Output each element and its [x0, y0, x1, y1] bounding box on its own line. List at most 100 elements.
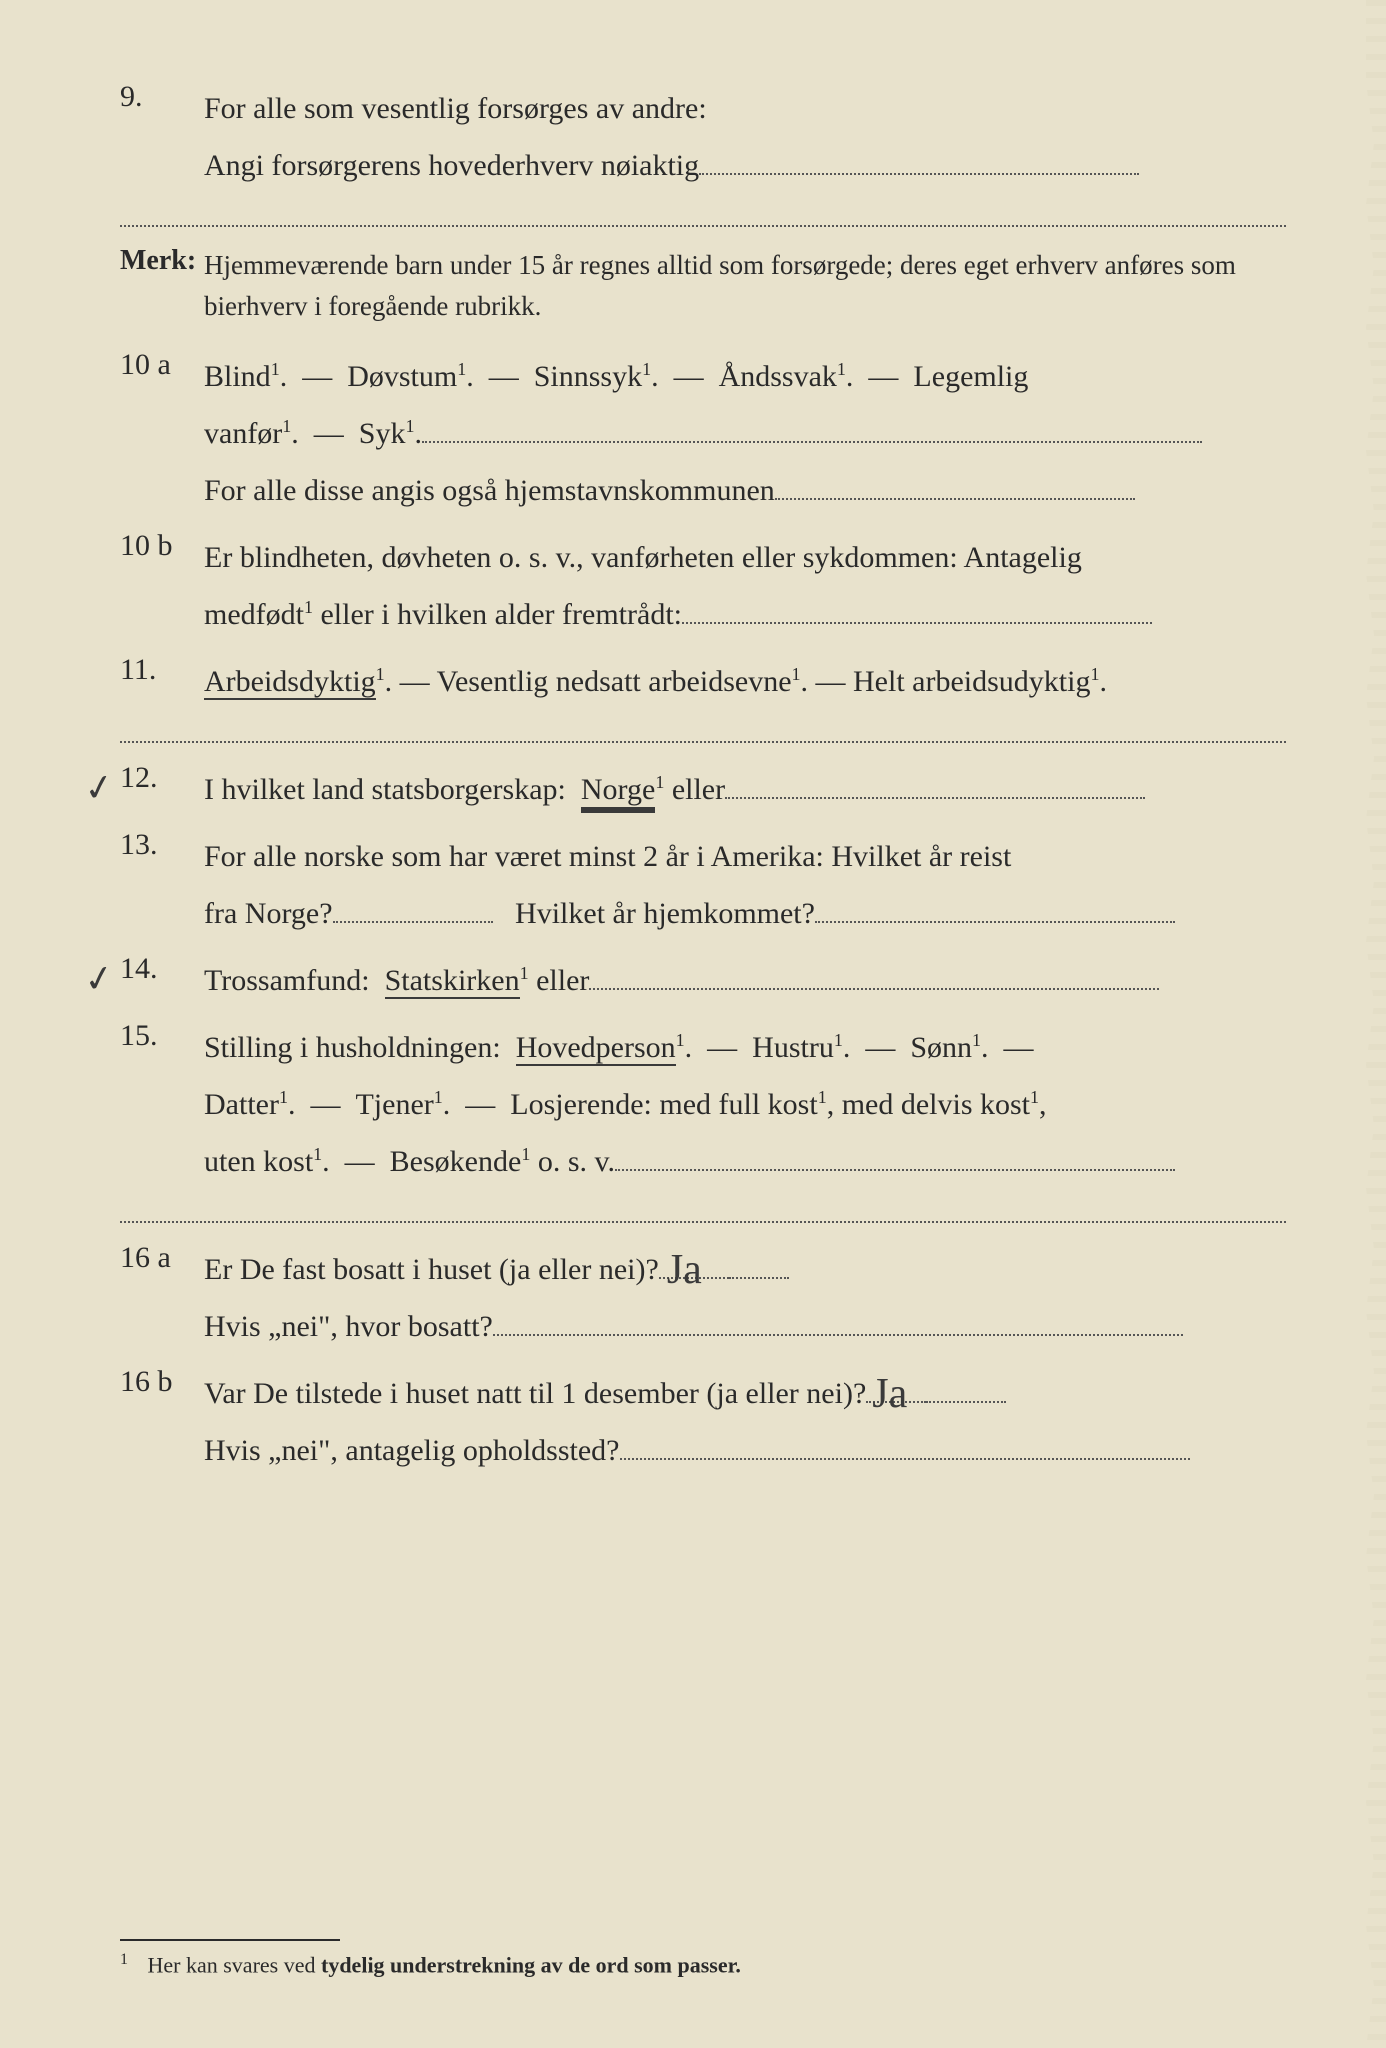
qnum-15: 15. [120, 1019, 200, 1053]
opt-losjerende: Losjerende: med full kost [510, 1088, 817, 1121]
question-11: 11. Arbeidsdyktig1. — Vesentlig nedsatt … [120, 653, 1286, 710]
q11-body: Arbeidsdyktig1. — Vesentlig nedsatt arbe… [204, 653, 1280, 710]
checkmark-icon: ✓ [81, 765, 118, 812]
question-9: 9. For alle som vesentlig forsørges av a… [120, 80, 1286, 194]
question-16a: 16 a Er De fast bosatt i huset (ja eller… [120, 1241, 1286, 1355]
question-14: ✓ 14. Trossamfund: Statskirken1 eller [120, 952, 1286, 1009]
blank-line [333, 897, 493, 923]
q16b-body: Var De tilstede i huset natt til 1 desem… [204, 1365, 1280, 1479]
footnote-rule [120, 1939, 340, 1941]
q9-line1: For alle som vesentlig forsørges av andr… [204, 92, 707, 125]
q16b-sub: Hvis „nei", antagelig opholdssted? [204, 1434, 620, 1467]
opt-hovedperson: Hovedperson [516, 1031, 676, 1066]
question-10b: 10 b Er blindheten, døvheten o. s. v., v… [120, 529, 1286, 643]
qnum-16b: 16 b [120, 1365, 200, 1399]
qnum-10b: 10 b [120, 529, 200, 563]
opt-udyktig: Helt arbeidsudyktig [853, 665, 1090, 698]
opt-tjener: Tjener [355, 1088, 433, 1121]
q12-pre: I hvilket land statsborgerskap: [204, 773, 566, 806]
opt-sinnssyk: Sinnssyk [534, 360, 642, 393]
footnote-plain: Her kan svares ved [148, 1952, 322, 1977]
footnote-text: 1 Her kan svares ved tydelig understrekn… [120, 1951, 1286, 1978]
divider-dotted [120, 740, 1286, 743]
handwritten-ja: Ja [667, 1231, 702, 1311]
q10b-line2-mid: eller i hvilken alder fremtrådt: [313, 598, 682, 631]
opt-nedsatt: Vesentlig nedsatt arbeidsevne [437, 665, 792, 698]
answer-statskirken: Statskirken [385, 964, 520, 999]
opt-delvis: , med delvis kost [827, 1088, 1030, 1121]
question-10a: 10 a Blind1. — Døvstum1. — Sinnssyk1. — … [120, 348, 1286, 519]
opt-blind: Blind [204, 360, 271, 393]
opt-andssvak: Åndssvak [719, 360, 837, 393]
opt-datter: Datter [204, 1088, 279, 1121]
q10b-body: Er blindheten, døvheten o. s. v., vanfør… [204, 529, 1280, 643]
blank-line: Ja [866, 1377, 926, 1403]
q16a-q: Er De fast bosatt i huset (ja eller nei)… [204, 1253, 659, 1286]
blank-line [725, 773, 1145, 799]
q14-body: Trossamfund: Statskirken1 eller [204, 952, 1280, 1009]
merk-label: Merk: [120, 245, 200, 277]
q13-hjem: Hvilket år hjemkommet? [515, 897, 815, 930]
q9-line2: Angi forsørgerens hovederhverv nøiaktig [204, 149, 699, 182]
footnote-bold: tydelig understrekning av de ord som pas… [321, 1952, 741, 1977]
divider-dotted [120, 224, 1286, 227]
qnum-10a: 10 a [120, 348, 200, 382]
opt-arbeidsdyktig: Arbeidsdyktig [204, 665, 376, 700]
blank-line [620, 1434, 1190, 1460]
answer-norge: Norge [581, 773, 655, 810]
q16b-q: Var De tilstede i huset natt til 1 desem… [204, 1377, 866, 1410]
q16a-sub: Hvis „nei", hvor bosatt? [204, 1310, 493, 1343]
opt-uten-kost: uten kost [204, 1145, 313, 1178]
handwritten-ja: Ja [872, 1355, 907, 1435]
q15-body: Stilling i husholdningen: Hovedperson1. … [204, 1019, 1280, 1190]
q13-fra: fra Norge? [204, 897, 333, 930]
q10a-line3: For alle disse angis også hjemstavnskomm… [204, 474, 775, 507]
q10a-body: Blind1. — Døvstum1. — Sinnssyk1. — Åndss… [204, 348, 1280, 519]
checkmark-icon: ✓ [81, 956, 118, 1003]
blank-line [729, 1253, 789, 1279]
qnum-9: 9. [120, 80, 200, 114]
blank-line [775, 474, 1135, 500]
blank-line: Ja [659, 1253, 729, 1279]
q14-pre: Trossamfund: [204, 964, 370, 997]
opt-dovstum: Døvstum [347, 360, 457, 393]
question-12: ✓ 12. I hvilket land statsborgerskap: No… [120, 761, 1286, 818]
q12-body: I hvilket land statsborgerskap: Norge1 e… [204, 761, 1280, 818]
divider-dotted [120, 1220, 1286, 1223]
question-13: 13. For alle norske som har været minst … [120, 828, 1286, 942]
qnum-11: 11. [120, 653, 200, 687]
opt-sonn: Sønn [910, 1031, 972, 1064]
blank-line [815, 897, 1175, 923]
q13-line1: For alle norske som har været minst 2 år… [204, 840, 1011, 873]
merk-text: Hjemmeværende barn under 15 år regnes al… [204, 245, 1280, 326]
footnote-area: 1 Her kan svares ved tydelig understrekn… [120, 1899, 1286, 1978]
blank-line [926, 1377, 1006, 1403]
blank-line [422, 417, 1202, 443]
opt-syk: Syk [359, 417, 406, 450]
q15-osv: o. s. v. [530, 1145, 615, 1178]
q14-post: eller [529, 964, 590, 997]
qnum-13: 13. [120, 828, 200, 862]
footnote-num: 1 [120, 1951, 128, 1968]
opt-legemlig: Legemlig [913, 360, 1028, 393]
q12-post: eller [664, 773, 725, 806]
opt-medfodt: medfødt [204, 598, 304, 631]
qnum-12: 12. [120, 761, 200, 795]
opt-besokende: Besøkende [390, 1145, 522, 1178]
blank-line [589, 964, 1159, 990]
blank-line [682, 598, 1152, 624]
opt-hustru: Hustru [752, 1031, 834, 1064]
blank-line [699, 149, 1139, 175]
question-16b: 16 b Var De tilstede i huset natt til 1 … [120, 1365, 1286, 1479]
q10b-line1: Er blindheten, døvheten o. s. v., vanfør… [204, 541, 1082, 574]
q16a-body: Er De fast bosatt i huset (ja eller nei)… [204, 1241, 1280, 1355]
q9-body: For alle som vesentlig forsørges av andr… [204, 80, 1280, 194]
blank-line [615, 1145, 1175, 1171]
merk-note: Merk: Hjemmeværende barn under 15 år reg… [120, 245, 1286, 326]
q15-pre: Stilling i husholdningen: [204, 1031, 501, 1064]
form-page: 9. For alle som vesentlig forsørges av a… [0, 0, 1386, 2048]
blank-line [493, 1310, 1183, 1336]
qnum-14: 14. [120, 952, 200, 986]
qnum-16a: 16 a [120, 1241, 200, 1275]
opt-vanfor: vanfør [204, 417, 282, 450]
